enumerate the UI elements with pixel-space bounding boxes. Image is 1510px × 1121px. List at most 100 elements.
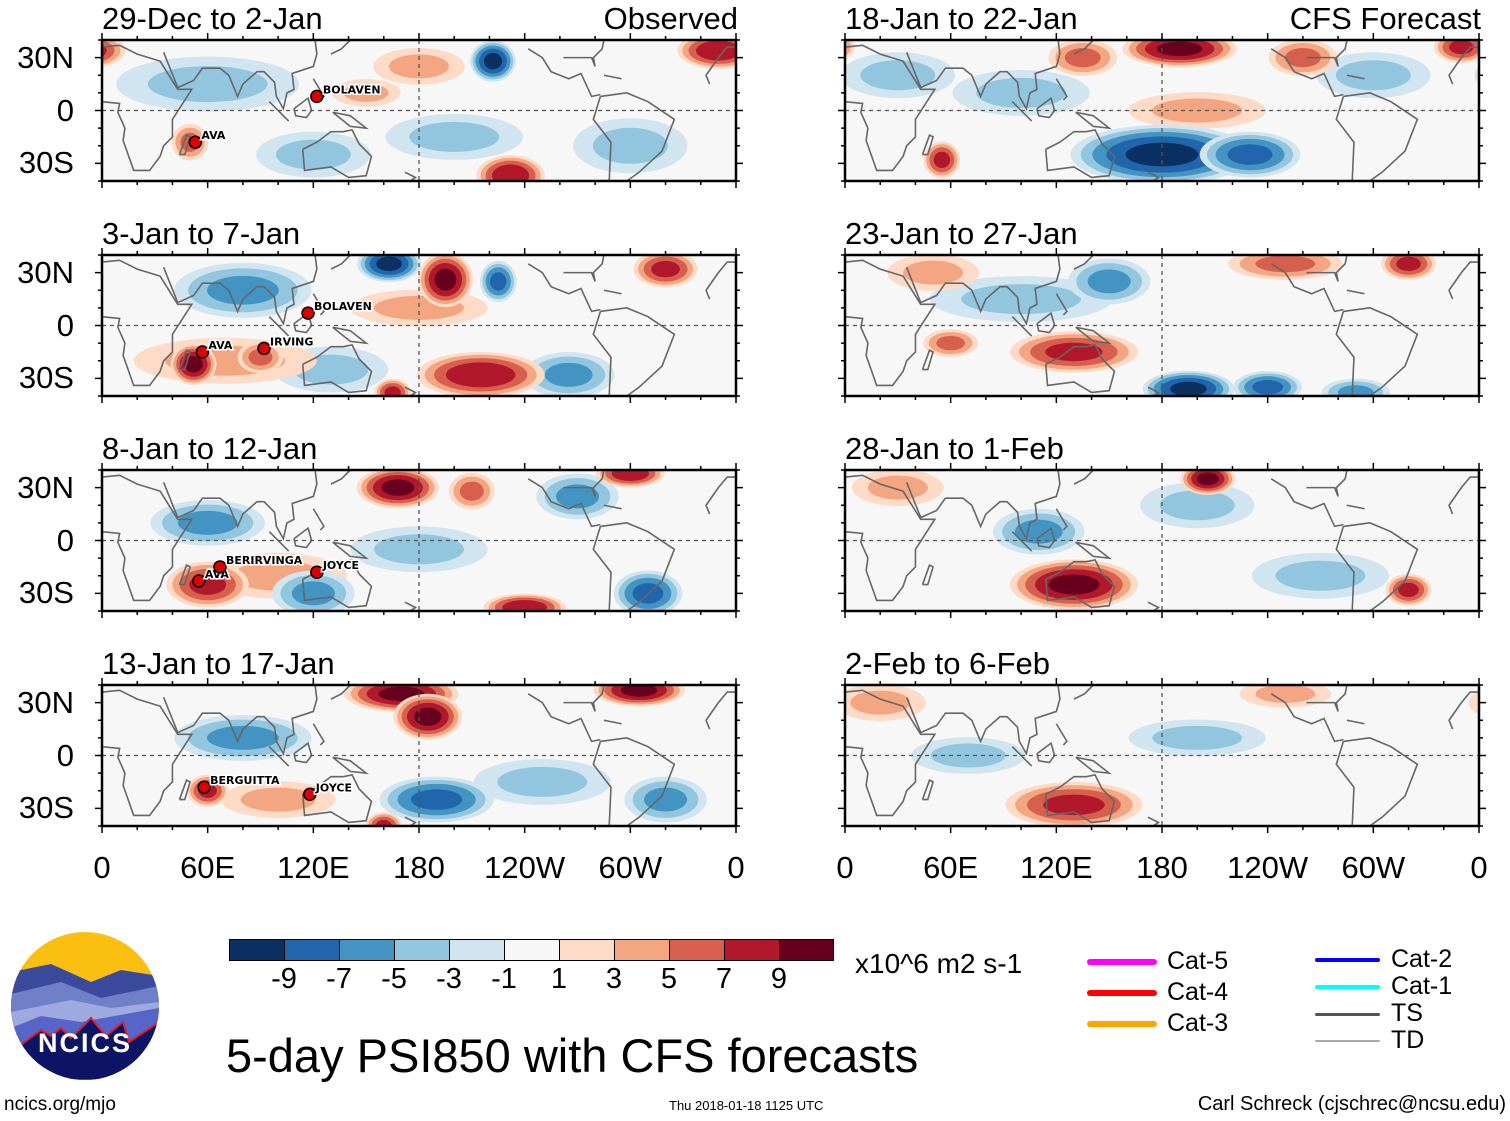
anomaly-contour <box>1255 255 1316 273</box>
observed-label: Observed <box>603 1 738 36</box>
coastline <box>1055 78 1068 101</box>
coastline <box>921 349 935 371</box>
panel-title: 23-Jan to 27-Jan <box>845 216 1078 251</box>
coastline <box>563 684 605 712</box>
anomaly-contour <box>1087 269 1131 294</box>
lat-label: 30S <box>18 790 74 826</box>
anomaly-contour <box>291 581 335 606</box>
anomaly-contour <box>1285 48 1321 68</box>
coastline <box>600 307 676 397</box>
anomaly-contour <box>961 284 1082 315</box>
storm-icon <box>197 780 211 794</box>
anomaly-contour <box>375 819 392 826</box>
panel-title: 28-Jan to 1-Feb <box>845 431 1064 466</box>
map-panel: AVA BERIRVINGA JOYCE <box>95 463 743 618</box>
anomaly-contour <box>976 77 1067 108</box>
storm-icon <box>310 89 324 104</box>
storm-label: BERIRVINGA <box>226 554 303 567</box>
psi850-map: AVA BOLAVEN <box>95 33 743 188</box>
storm-icon <box>310 565 324 579</box>
colorbar-label: 7 <box>715 963 733 995</box>
coastline <box>705 261 736 300</box>
coastline <box>332 541 369 560</box>
coastline <box>1011 531 1033 552</box>
author-credit: Carl Schreck (cjschrec@ncsu.edu) <box>1197 1093 1506 1115</box>
coastline <box>1270 478 1344 528</box>
coastline <box>1343 522 1419 612</box>
anomaly-contour <box>1398 582 1419 597</box>
anomaly-contour <box>381 479 415 496</box>
coastline <box>1036 741 1056 764</box>
coastline <box>330 254 351 270</box>
colorbar-swatch <box>284 939 340 961</box>
lat-label: 0 <box>56 307 74 343</box>
storm-label: BOLAVEN <box>323 83 381 96</box>
lon-label: 120W <box>1227 850 1309 885</box>
colorbar-label: -5 <box>381 963 407 995</box>
lat-label: 0 <box>56 92 74 128</box>
psi850-map: BERGUITTA JOYCE <box>95 678 743 833</box>
anomaly-contour <box>933 151 951 168</box>
coastline <box>293 96 313 119</box>
coastline <box>1036 96 1056 119</box>
coastline <box>1448 261 1479 300</box>
anomaly-contour <box>620 685 658 697</box>
anomaly-contour <box>492 164 530 181</box>
anomaly-contour <box>240 787 316 812</box>
coastline <box>1073 469 1094 485</box>
colorbar-label: -1 <box>491 963 517 995</box>
colorbar-label: 1 <box>550 963 568 995</box>
anomaly-contour <box>275 139 351 170</box>
coastline <box>178 779 192 801</box>
storm-icon <box>213 560 227 574</box>
map-panel <box>838 33 1486 188</box>
lon-label: 60W <box>598 850 663 885</box>
coastline <box>332 111 369 130</box>
coastline <box>603 74 622 80</box>
coastline <box>101 44 194 172</box>
anomaly-contour <box>556 484 599 509</box>
coastline <box>1036 526 1056 549</box>
anomaly-contour <box>434 268 457 291</box>
coastline <box>330 684 351 700</box>
colorbar-swatch <box>669 939 725 961</box>
colorbar-label: -9 <box>271 963 297 995</box>
coastline <box>563 254 605 282</box>
colorbar-swatch <box>559 939 615 961</box>
coastline <box>1011 746 1033 767</box>
colorbar-swatch <box>339 939 395 961</box>
coastline <box>905 254 1061 326</box>
colorbar-label: 5 <box>660 963 678 995</box>
panel-title: 3-Jan to 7-Jan <box>102 216 301 251</box>
coastline <box>332 326 369 345</box>
figure-title: 5-day PSI850 with CFS forecasts <box>226 1029 919 1082</box>
coastline <box>1075 111 1112 130</box>
coastline <box>527 48 601 98</box>
coastline <box>1346 719 1365 725</box>
coastline <box>921 779 935 801</box>
legend-line <box>1087 990 1157 996</box>
coastline <box>178 349 192 371</box>
anomaly-contour <box>1196 472 1219 486</box>
legend-label: Cat-1 <box>1391 972 1453 1000</box>
legend-line <box>1315 985 1380 989</box>
panel-title: 18-Jan to 22-Jan <box>845 1 1078 36</box>
storm-icon <box>188 135 203 149</box>
anomaly-contour <box>497 766 588 797</box>
coastline <box>1448 691 1479 730</box>
coastline <box>1306 254 1348 282</box>
anomaly-contour <box>1043 794 1105 816</box>
anomaly-contour <box>1252 380 1283 395</box>
website-link[interactable]: ncics.org/mjo <box>4 1094 116 1115</box>
storm-label: BOLAVEN <box>314 300 372 313</box>
psi850-map <box>838 33 1486 188</box>
lat-label: 30N <box>17 39 74 75</box>
lon-label: 120E <box>277 850 350 885</box>
coastline <box>1448 46 1479 85</box>
coastline <box>162 684 318 756</box>
panel-title: 8-Jan to 12-Jan <box>102 431 318 466</box>
coastline <box>293 741 313 764</box>
storm-label: AVA <box>201 129 226 142</box>
psi850-map: AVA IRVING BOLAVEN <box>95 248 743 403</box>
coastline <box>1270 48 1344 98</box>
